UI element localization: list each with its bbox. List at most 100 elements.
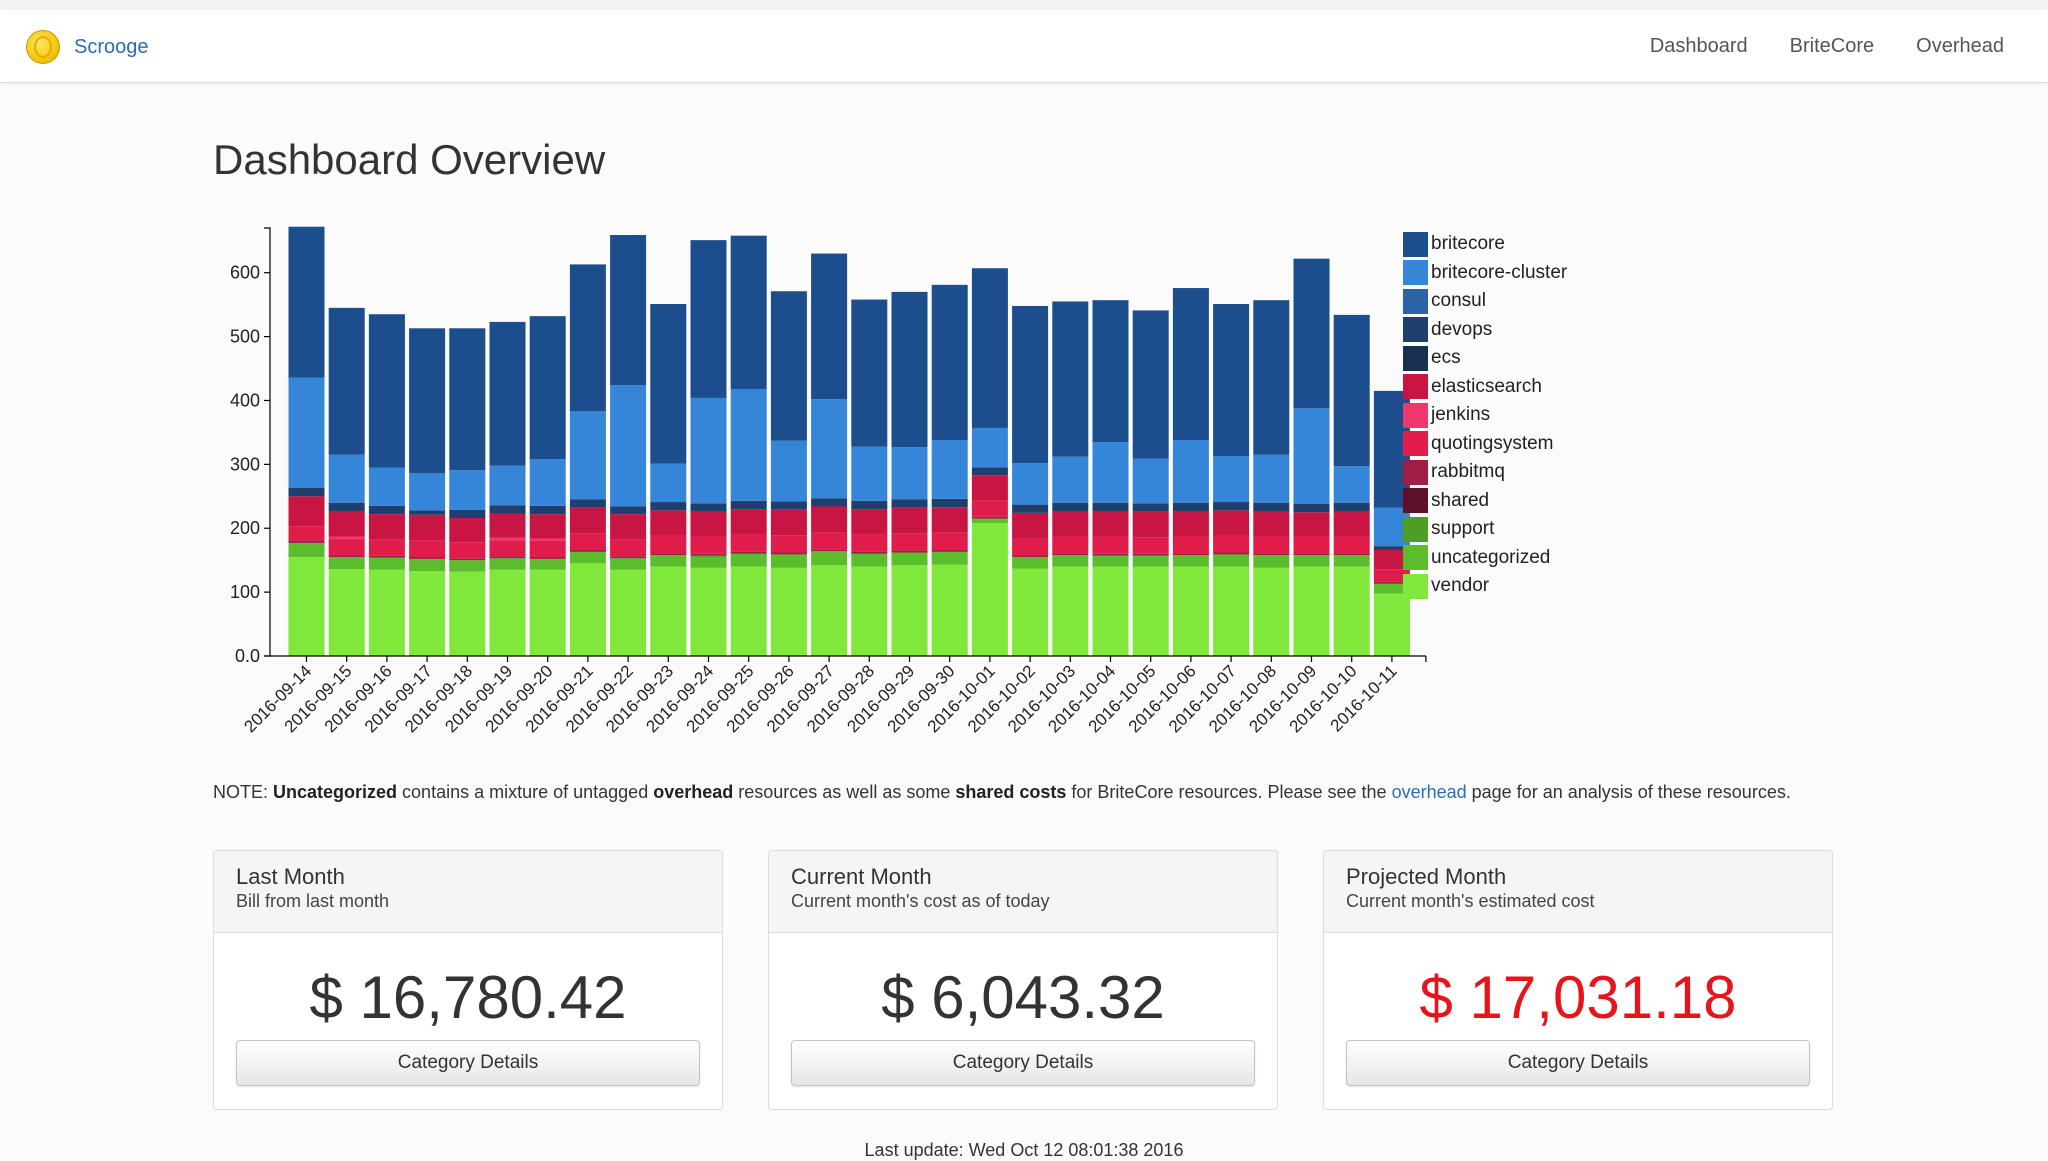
legend-swatch — [1403, 431, 1428, 457]
bar-segment-uncategorized — [610, 558, 647, 570]
bar-segment-quotingsystem — [1012, 538, 1049, 556]
bar-segment-elasticsearch — [730, 509, 767, 535]
projected-month-card: Projected Month Current month's estimate… — [1323, 850, 1833, 1110]
bar-segment-elasticsearch — [1132, 511, 1169, 538]
bar-segment-elasticsearch — [1293, 512, 1330, 537]
bar-segment-britecore-cluster — [610, 385, 647, 507]
coin-logo-icon — [26, 30, 60, 64]
bar-segment-vendor — [931, 564, 968, 656]
bar-segment-rabbitmq — [409, 556, 446, 559]
bar-segment-britecore-cluster — [650, 463, 687, 503]
overhead-link[interactable]: overhead — [1391, 782, 1467, 802]
bar-segment-britecore — [1092, 300, 1129, 442]
bar-segment-uncategorized — [690, 556, 727, 568]
bar-segment-rabbitmq — [529, 556, 566, 559]
bar-segment-devops — [569, 499, 606, 508]
chart-legend: britecore britecore-cluster consul devops ec… — [1403, 230, 1567, 601]
bar-segment-jenkins — [529, 538, 566, 542]
bar-segment-devops — [851, 500, 888, 510]
bar-segment-vendor — [1012, 568, 1049, 656]
bar-segment-vendor — [730, 566, 767, 656]
bar-segment-quotingsystem — [1213, 535, 1250, 553]
bar-segment-uncategorized — [569, 551, 606, 564]
bar-segment-britecore — [489, 321, 526, 466]
bar-segment-britecore — [931, 284, 968, 441]
bar-segment-uncategorized — [971, 518, 1008, 524]
nav-link-overhead[interactable]: Overhead — [1916, 34, 2004, 57]
category-details-button[interactable]: Category Details — [1346, 1040, 1810, 1086]
bar-segment-britecore-cluster — [1092, 442, 1129, 503]
bar-segment-elasticsearch — [610, 514, 647, 540]
bar-segment-elasticsearch — [650, 510, 687, 536]
bar-segment-elasticsearch — [288, 496, 325, 527]
bar-segment-quotingsystem — [610, 539, 647, 557]
legend-item-shared: shared — [1403, 487, 1567, 516]
bar-segment-rabbitmq — [891, 550, 928, 553]
legend-item-britecore: britecore — [1403, 230, 1567, 259]
y-tick-label: 0.0 — [235, 646, 260, 666]
bar-segment-elasticsearch — [1373, 549, 1410, 570]
nav-link-dashboard[interactable]: Dashboard — [1649, 34, 1748, 57]
bar-segment-uncategorized — [891, 552, 928, 566]
bar-segment-britecore-cluster — [368, 467, 405, 506]
bar-segment-vendor — [891, 565, 928, 656]
bar-segment-vendor — [409, 571, 446, 656]
legend-item-consul: consul — [1403, 287, 1567, 316]
note-prefix: NOTE: — [213, 782, 274, 802]
bar-segment-vendor — [690, 567, 727, 656]
bar-segment-vendor — [1253, 567, 1290, 656]
bar-segment-devops — [529, 505, 566, 515]
bar-segment-quotingsystem — [851, 534, 888, 552]
legend-item-devops: devops — [1403, 316, 1567, 345]
bar-segment-rabbitmq — [931, 549, 968, 552]
bar-segment-britecore — [529, 316, 566, 460]
bar-segment-quotingsystem — [409, 540, 446, 557]
bar-segment-britecore-cluster — [770, 440, 807, 502]
bar-segment-quotingsystem — [971, 500, 1008, 517]
note-bold-uncategorized: Uncategorized — [273, 782, 398, 802]
bar-segment-devops — [489, 505, 526, 514]
legend-item-britecore-cluster: britecore-cluster — [1403, 259, 1567, 288]
bar-segment-elasticsearch — [851, 509, 888, 535]
bar-segment-rabbitmq — [650, 553, 687, 556]
category-details-button[interactable]: Category Details — [236, 1040, 700, 1086]
legend-label: jenkins — [1431, 404, 1491, 426]
legend-label: elasticsearch — [1431, 375, 1542, 397]
bar-segment-vendor — [1213, 566, 1250, 656]
nav-link-britecore[interactable]: BriteCore — [1789, 34, 1875, 57]
bar-segment-britecore-cluster — [1052, 456, 1089, 503]
legend-label: britecore — [1431, 233, 1505, 255]
bar-segment-devops — [1132, 503, 1169, 512]
bar-segment-britecore-cluster — [1172, 440, 1209, 503]
bar-segment-rabbitmq — [851, 551, 888, 554]
bar-segment-rabbitmq — [1132, 553, 1169, 556]
category-details-button[interactable]: Category Details — [791, 1040, 1255, 1086]
bar-segment-vendor — [449, 571, 486, 656]
bar-segment-uncategorized — [770, 554, 807, 568]
bar-segment-rabbitmq — [1092, 553, 1129, 556]
bar-segment-devops — [931, 498, 968, 508]
bar-segment-britecore — [1253, 300, 1290, 455]
bar-segment-devops — [730, 500, 767, 510]
bar-segment-elasticsearch — [569, 507, 606, 534]
bar-segment-uncategorized — [1172, 555, 1209, 567]
brand-link[interactable]: Scrooge — [26, 28, 149, 66]
navbar: Scrooge Dashboard BriteCore Overhead — [0, 10, 2048, 83]
bar-segment-quotingsystem — [891, 533, 928, 551]
bar-segment-devops — [449, 509, 486, 519]
bar-segment-elasticsearch — [971, 475, 1008, 501]
card-header: Last Month Bill from last month — [214, 851, 722, 933]
bar-segment-uncategorized — [1052, 555, 1089, 567]
bar-segment-devops — [1253, 502, 1290, 511]
bar-segment-devops — [288, 487, 325, 497]
y-tick-label: 400 — [230, 390, 260, 410]
bar-segment-britecore — [971, 268, 1008, 428]
bar-segment-quotingsystem — [811, 532, 848, 550]
bar-segment-elasticsearch — [690, 510, 727, 537]
bar-segment-uncategorized — [1213, 554, 1250, 567]
bar-segment-britecore-cluster — [449, 470, 486, 510]
bar-segment-britecore — [1172, 288, 1209, 441]
legend-label: uncategorized — [1431, 546, 1551, 568]
legend-item-rabbitmq: rabbitmq — [1403, 458, 1567, 487]
bar-segment-rabbitmq — [449, 558, 486, 561]
